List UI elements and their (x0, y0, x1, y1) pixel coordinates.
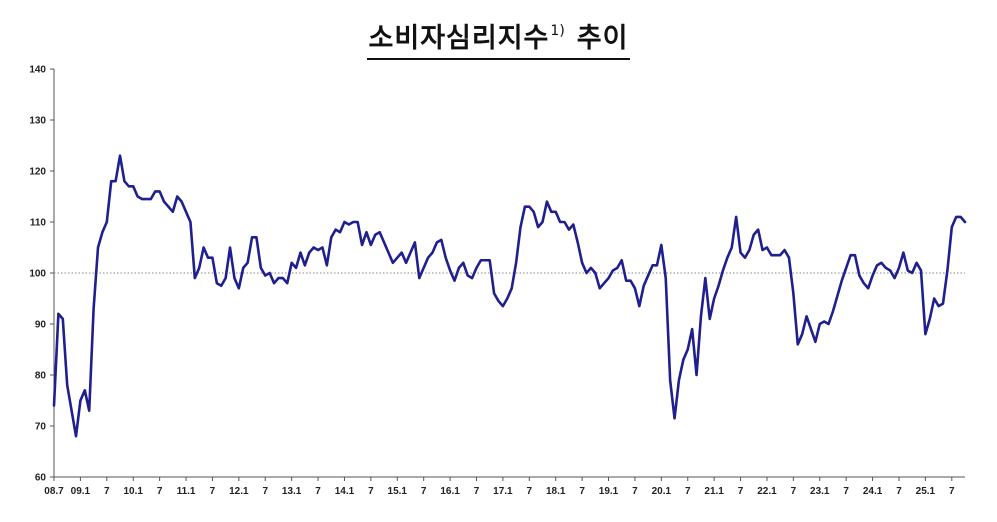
x-tick-label: 7 (315, 486, 321, 497)
x-tick-label: 08.7 (44, 486, 64, 497)
chart-axes (50, 68, 965, 481)
x-tick-label: 09.1 (71, 486, 91, 497)
x-tick-label: 20.1 (652, 486, 672, 497)
x-tick-label: 17.1 (493, 486, 513, 497)
x-tick-label: 7 (791, 486, 797, 497)
x-tick-label: 12.1 (229, 486, 249, 497)
y-tick-label: 100 (29, 269, 46, 280)
x-tick-label: 7 (896, 486, 902, 497)
y-tick-label: 120 (29, 167, 46, 178)
y-tick-label: 60 (35, 473, 47, 484)
x-tick-label: 7 (157, 486, 163, 497)
y-axis-tick-labels: 60 70 80 90 100 110 120 130 140 (29, 65, 46, 484)
x-tick-label: 7 (527, 486, 533, 497)
x-tick-label: 7 (210, 486, 216, 497)
series-line-consumer-sentiment-index (52, 154, 967, 438)
x-tick-label: 7 (949, 486, 955, 497)
chart-title-main: 소비자심리지수 (368, 23, 550, 54)
x-axis-tick-labels: 08.7 09.1 7 10.1 7 11.1 7 12.1 7 13.1 7 14.1 7 15.1 7 1… (44, 486, 955, 497)
y-tick-label: 140 (29, 65, 46, 76)
x-tick-label: 14.1 (335, 486, 355, 497)
x-tick-label: 18.1 (546, 486, 566, 497)
x-tick-label: 7 (685, 486, 691, 497)
chart-title-footnote-marker: 1) (550, 23, 565, 39)
chart-title: 소비자심리지수1) 추이 (366, 14, 631, 60)
x-tick-label: 7 (474, 486, 480, 497)
y-tick-label: 70 (35, 422, 47, 433)
x-tick-label: 19.1 (599, 486, 619, 497)
x-tick-label: 22.1 (757, 486, 777, 497)
y-tick-label: 90 (35, 320, 47, 331)
series-group (52, 154, 967, 438)
x-tick-label: 25.1 (916, 486, 936, 497)
x-tick-label: 21.1 (704, 486, 724, 497)
x-tick-label: 7 (632, 486, 638, 497)
x-tick-label: 7 (104, 486, 110, 497)
y-tick-label: 110 (30, 218, 47, 229)
x-tick-label: 16.1 (440, 486, 460, 497)
x-tick-label: 7 (421, 486, 427, 497)
x-tick-label: 23.1 (810, 486, 830, 497)
x-tick-label: 10.1 (123, 486, 143, 497)
x-tick-label: 7 (843, 486, 849, 497)
x-tick-label: 7 (262, 486, 268, 497)
chart-title-wrap: 소비자심리지수1) 추이 (0, 14, 997, 60)
y-tick-label: 130 (29, 116, 46, 127)
chart-title-suffix: 추이 (576, 23, 629, 54)
x-tick-label: 13.1 (282, 486, 302, 497)
x-tick-label: 11.1 (177, 486, 196, 497)
y-tick-label: 80 (35, 371, 47, 382)
x-tick-label: 24.1 (863, 486, 883, 497)
x-tick-label: 7 (368, 486, 374, 497)
x-tick-label: 7 (579, 486, 585, 497)
x-tick-label: 7 (738, 486, 744, 497)
x-tick-label: 15.1 (388, 486, 408, 497)
